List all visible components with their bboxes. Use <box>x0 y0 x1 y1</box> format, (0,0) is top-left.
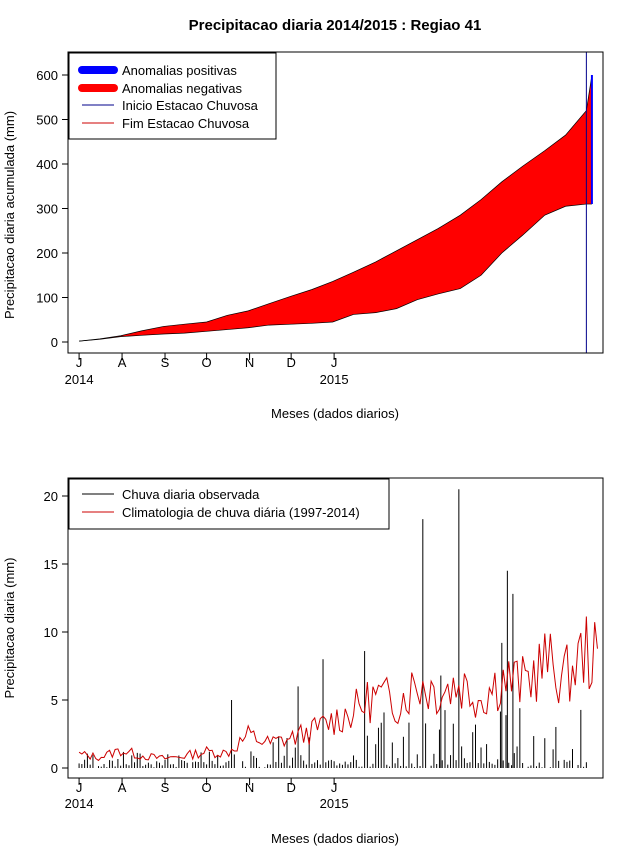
top-plot-frame <box>67 51 604 354</box>
top-y-tick-label: 600 <box>36 68 58 83</box>
top-x-tick-label: S <box>161 355 170 370</box>
top-x-tick-label: J <box>331 355 338 370</box>
top-x-tick-label: O <box>202 355 212 370</box>
top-x-tick-label: D <box>286 355 295 370</box>
bottom-legend-box <box>68 478 390 530</box>
bottom-legend-label: Chuva diaria observada <box>122 487 260 502</box>
top-x-axis-label: Meses (dados diarios) <box>271 406 399 421</box>
bottom-plot-frame <box>67 477 604 779</box>
top-y-tick-label: 100 <box>36 291 58 306</box>
top-y-axis-label: Precipitacao diaria acumulada (mm) <box>2 111 17 319</box>
bottom-x-tick-label: D <box>286 780 295 795</box>
bottom-x-tick-label: J <box>331 780 338 795</box>
bottom-y-tick-label: 0 <box>51 761 58 776</box>
bottom-legend-label: Climatologia de chuva diária (1997-2014) <box>122 505 360 520</box>
top-x-tick-label: J <box>76 355 83 370</box>
bottom-x-axis-label: Meses (dados diarios) <box>271 831 399 846</box>
observed-bars <box>78 489 587 768</box>
chart-title: Precipitacao diaria 2014/2015 : Regiao 4… <box>189 17 482 34</box>
bottom-x-tick-label: S <box>161 780 170 795</box>
observed-cumulative-line <box>79 203 592 342</box>
climatology-daily-line <box>78 616 598 762</box>
top-y-tick-label: 400 <box>36 157 58 172</box>
bottom-y-tick-label: 5 <box>51 693 58 708</box>
bottom-y-tick-label: 20 <box>44 489 58 504</box>
bottom-x-tick-label: J <box>76 780 83 795</box>
top-legend-label: Anomalias negativas <box>122 81 242 96</box>
bottom-x-tick-label: A <box>118 780 127 795</box>
bottom-y-tick-label: 10 <box>44 625 58 640</box>
top-year-label-end: 2015 <box>320 372 349 387</box>
top-y-tick-label: 200 <box>36 246 58 261</box>
bottom-year-label-end: 2015 <box>320 796 349 811</box>
negative-anomaly-area <box>79 75 592 342</box>
top-legend-label: Inicio Estacao Chuvosa <box>122 98 259 113</box>
top-x-tick-label: A <box>118 355 127 370</box>
bottom-y-axis-label: Precipitacao diaria (mm) <box>2 558 17 699</box>
top-y-tick-label: 300 <box>36 202 58 217</box>
bottom-year-label-start: 2014 <box>65 796 94 811</box>
top-legend-label: Fim Estacao Chuvosa <box>122 116 250 131</box>
top-x-tick-label: N <box>245 355 254 370</box>
bottom-y-tick-label: 15 <box>44 557 58 572</box>
top-y-tick-label: 0 <box>51 335 58 350</box>
top-legend-label: Anomalias positivas <box>122 63 237 78</box>
bottom-x-tick-label: N <box>245 780 254 795</box>
bottom-x-tick-label: O <box>202 780 212 795</box>
top-year-label-start: 2014 <box>65 372 94 387</box>
climatology-cumulative-line <box>79 74 593 342</box>
top-y-tick-label: 500 <box>36 113 58 128</box>
